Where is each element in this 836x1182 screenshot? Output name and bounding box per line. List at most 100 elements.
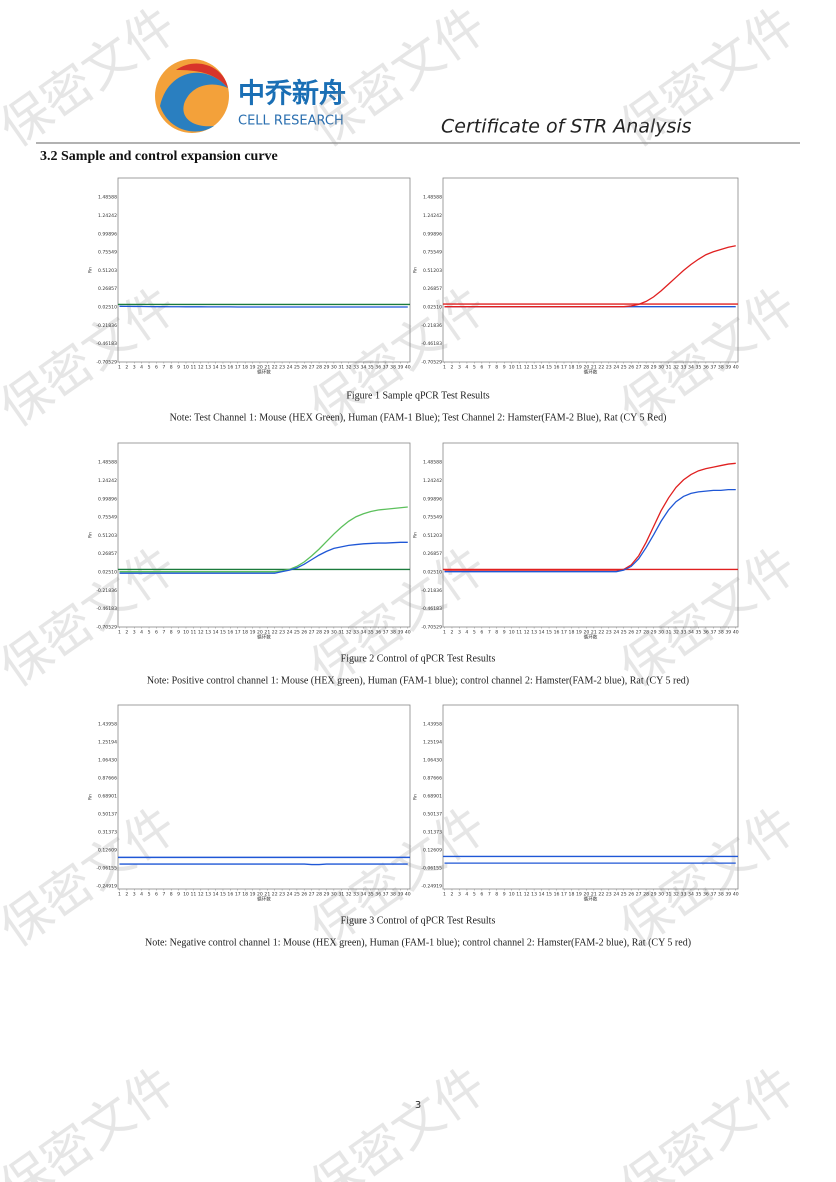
x-tick-label: 9 — [177, 365, 180, 371]
x-tick-label: 25 — [621, 630, 627, 636]
x-tick-label: 34 — [688, 630, 694, 636]
x-tick-label: 20 — [583, 630, 589, 636]
amplification-curve — [119, 506, 408, 573]
x-tick-label: 25 — [294, 892, 300, 898]
x-tick-label: 6 — [480, 365, 483, 371]
x-axis-label: 循环数 — [584, 896, 598, 903]
x-tick-label: 34 — [360, 630, 366, 636]
y-tick-label: 1.48588 — [98, 460, 117, 466]
section-title: 3.2 Sample and control expansion curve — [40, 149, 278, 164]
x-tick-label: 22 — [598, 630, 604, 636]
y-tick-label: 0.31373 — [98, 830, 117, 836]
x-tick-label: 31 — [666, 630, 672, 636]
x-tick-label: 31 — [666, 365, 672, 371]
y-tick-label: 0.99896 — [423, 231, 442, 237]
x-tick-label: 38 — [390, 365, 396, 371]
x-tick-label: 34 — [360, 365, 366, 371]
x-tick-label: 17 — [561, 630, 567, 636]
x-tick-label: 38 — [718, 630, 724, 636]
y-tick-label: 0.99896 — [98, 231, 117, 237]
x-tick-label: 2 — [125, 892, 128, 898]
x-tick-label: 10 — [183, 365, 189, 371]
x-tick-label: 22 — [272, 630, 278, 636]
x-tick-label: 12 — [524, 365, 530, 371]
x-tick-label: 21 — [591, 630, 597, 636]
x-tick-label: 14 — [213, 630, 219, 636]
x-tick-label: 16 — [554, 365, 560, 371]
x-tick-label: 37 — [383, 892, 389, 898]
x-tick-label: 2 — [450, 630, 453, 636]
x-tick-label: 11 — [190, 630, 196, 636]
x-tick-label: 8 — [170, 630, 173, 636]
x-tick-label: 10 — [509, 630, 515, 636]
certificate-title: Certificate of STR Analysis — [441, 116, 692, 138]
x-tick-label: 19 — [250, 892, 256, 898]
x-tick-label: 29 — [324, 892, 330, 898]
x-tick-label: 39 — [397, 892, 403, 898]
x-tick-label: 16 — [227, 892, 233, 898]
x-tick-label: 21 — [591, 365, 597, 371]
x-tick-label: 10 — [509, 892, 515, 898]
x-tick-label: 35 — [695, 892, 701, 898]
x-tick-label: 40 — [733, 892, 739, 898]
x-tick-label: 4 — [465, 630, 468, 636]
x-tick-label: 7 — [488, 365, 491, 371]
x-tick-label: 7 — [162, 365, 165, 371]
x-tick-label: 31 — [338, 892, 344, 898]
y-tick-label: -0.21836 — [96, 323, 117, 329]
x-tick-label: 22 — [272, 365, 278, 371]
x-tick-label: 10 — [509, 365, 515, 371]
x-tick-label: 13 — [531, 365, 537, 371]
x-tick-label: 21 — [264, 365, 270, 371]
y-tick-label: 0.31373 — [423, 830, 442, 836]
x-tick-label: 17 — [235, 630, 241, 636]
x-tick-label: 30 — [658, 630, 664, 636]
y-tick-label: -0.24919 — [421, 884, 442, 890]
x-tick-label: 27 — [309, 892, 315, 898]
x-tick-label: 26 — [301, 892, 307, 898]
x-tick-label: 23 — [606, 365, 612, 371]
x-tick-label: 37 — [383, 630, 389, 636]
x-tick-label: 23 — [279, 892, 285, 898]
x-tick-label: 23 — [279, 630, 285, 636]
y-tick-label: 0.02510 — [423, 305, 442, 311]
y-tick-label: 0.02510 — [98, 305, 117, 311]
x-tick-label: 20 — [257, 365, 263, 371]
y-tick-label: 0.26857 — [423, 286, 442, 292]
x-tick-label: 25 — [621, 892, 627, 898]
x-tick-label: 35 — [368, 365, 374, 371]
x-tick-label: 40 — [405, 630, 411, 636]
x-tick-label: 21 — [591, 892, 597, 898]
x-tick-label: 24 — [613, 365, 619, 371]
x-tick-label: 1 — [118, 892, 121, 898]
x-tick-label: 13 — [205, 365, 211, 371]
x-tick-label: 17 — [561, 892, 567, 898]
amplification-curve — [444, 489, 736, 573]
y-tick-label: 0.50137 — [98, 812, 117, 818]
x-tick-label: 29 — [324, 630, 330, 636]
watermark: 保密文件 — [0, 0, 187, 158]
y-tick-label: 1.24242 — [98, 478, 117, 484]
y-tick-label: 0.50137 — [423, 812, 442, 818]
x-tick-label: 4 — [465, 365, 468, 371]
x-tick-label: 19 — [576, 892, 582, 898]
x-tick-label: 13 — [531, 892, 537, 898]
x-tick-label: 2 — [125, 630, 128, 636]
x-tick-label: 5 — [148, 630, 151, 636]
y-tick-label: -0.46183 — [96, 341, 117, 347]
x-tick-label: 9 — [177, 892, 180, 898]
x-tick-label: 16 — [554, 892, 560, 898]
x-tick-label: 18 — [569, 365, 575, 371]
x-tick-label: 37 — [383, 365, 389, 371]
x-tick-label: 2 — [125, 365, 128, 371]
x-tick-label: 4 — [140, 892, 143, 898]
x-tick-label: 12 — [198, 892, 204, 898]
x-axis-label: 循环数 — [584, 369, 598, 376]
y-tick-label: 1.24242 — [423, 478, 442, 484]
x-tick-label: 18 — [242, 892, 248, 898]
x-axis-label: 循环数 — [257, 634, 271, 641]
x-tick-label: 12 — [198, 365, 204, 371]
figure-note: Note: Positive control channel 1: Mouse … — [147, 675, 689, 686]
y-tick-label: 1.24242 — [423, 213, 442, 219]
x-tick-label: 20 — [257, 630, 263, 636]
